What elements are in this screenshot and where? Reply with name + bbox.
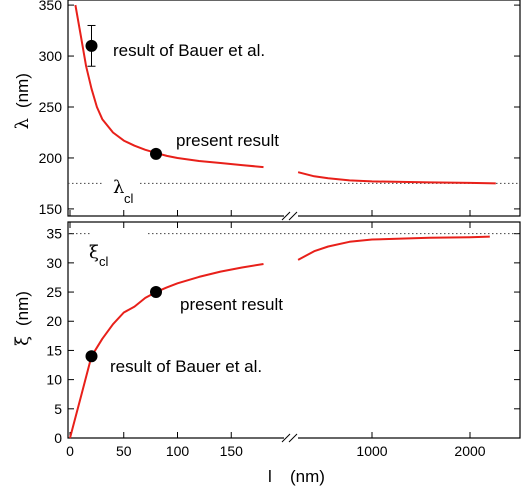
lambda-point-label: result of Bauer et al. [113, 41, 265, 60]
bottom-xtick-label: 150 [220, 443, 244, 459]
top-ylabel-unit: (nm) [13, 73, 32, 108]
lambda-point [150, 147, 162, 160]
bottom-xtick-label: 100 [166, 443, 190, 459]
bottom-y-axis-label: ξ (nm) [12, 291, 33, 346]
xi-point-label: present result [180, 295, 283, 314]
bottom-ytick-label: 15 [46, 342, 62, 358]
xi-point-label: result of Bauer et al. [110, 357, 262, 376]
bottom-ylabel-unit: (nm) [13, 291, 32, 326]
top-y-ticks: 150 200 250 300 350 [39, 0, 520, 217]
xi-cl-subscript: cl [99, 254, 109, 269]
xlabel-symbol: l [268, 467, 272, 486]
bottom-ytick-label: 0 [54, 430, 62, 446]
axis-break-top [281, 211, 298, 221]
lambda-point-label: present result [176, 131, 279, 150]
bottom-ylabel-symbol: ξ [12, 336, 33, 346]
bottom-ytick-label: 5 [54, 401, 62, 417]
bottom-ytick-label: 35 [46, 226, 62, 242]
xi-cl-symbol: ξ [89, 242, 99, 263]
bottom-panel-frame [67, 221, 521, 439]
curves [69, 4, 496, 439]
bottom-xtick-label: 0 [66, 443, 74, 459]
top-ytick-label: 350 [39, 0, 63, 13]
top-x-ticks [69, 210, 471, 228]
bottom-xtick-label: 1000 [356, 443, 387, 459]
x-axis-label: l (nm) [268, 467, 325, 486]
top-ytick-label: 200 [39, 150, 63, 166]
top-y-axis-label: λ (nm) [12, 73, 33, 129]
xi-point [85, 350, 98, 363]
bottom-x-ticks: 0 50 100 150 1000 2000 [66, 432, 486, 459]
top-ytick-label: 250 [39, 99, 63, 115]
lambda-point [85, 39, 98, 52]
bottom-ytick-label: 25 [46, 284, 62, 300]
lambda-curve-series-0 [74, 4, 264, 169]
axis-break-bottom [281, 433, 298, 443]
xi-curve-series-0 [69, 263, 264, 439]
lambda-cl-symbol: λ [113, 177, 124, 198]
data-points [85, 24, 162, 363]
lambda-cl-subscript: cl [124, 191, 134, 206]
top-ylabel-symbol: λ [12, 118, 33, 129]
annotations: result of Bauer et al. present result resu… [110, 41, 283, 376]
bottom-xtick-label: 2000 [454, 443, 485, 459]
xi-point [150, 286, 162, 299]
top-ytick-label: 300 [39, 48, 63, 64]
bottom-ytick-label: 30 [46, 255, 62, 271]
top-ytick-label: 150 [39, 201, 63, 217]
bottom-ytick-label: 10 [46, 372, 62, 388]
lambda-curve-series-1 [297, 171, 496, 185]
bottom-xtick-label: 50 [116, 443, 132, 459]
bottom-ytick-label: 20 [46, 313, 62, 329]
xlabel-unit: (nm) [290, 467, 325, 486]
bottom-y-ticks: 0 5 10 15 20 25 30 35 [46, 226, 520, 446]
xi-curve-series-1 [297, 235, 490, 261]
